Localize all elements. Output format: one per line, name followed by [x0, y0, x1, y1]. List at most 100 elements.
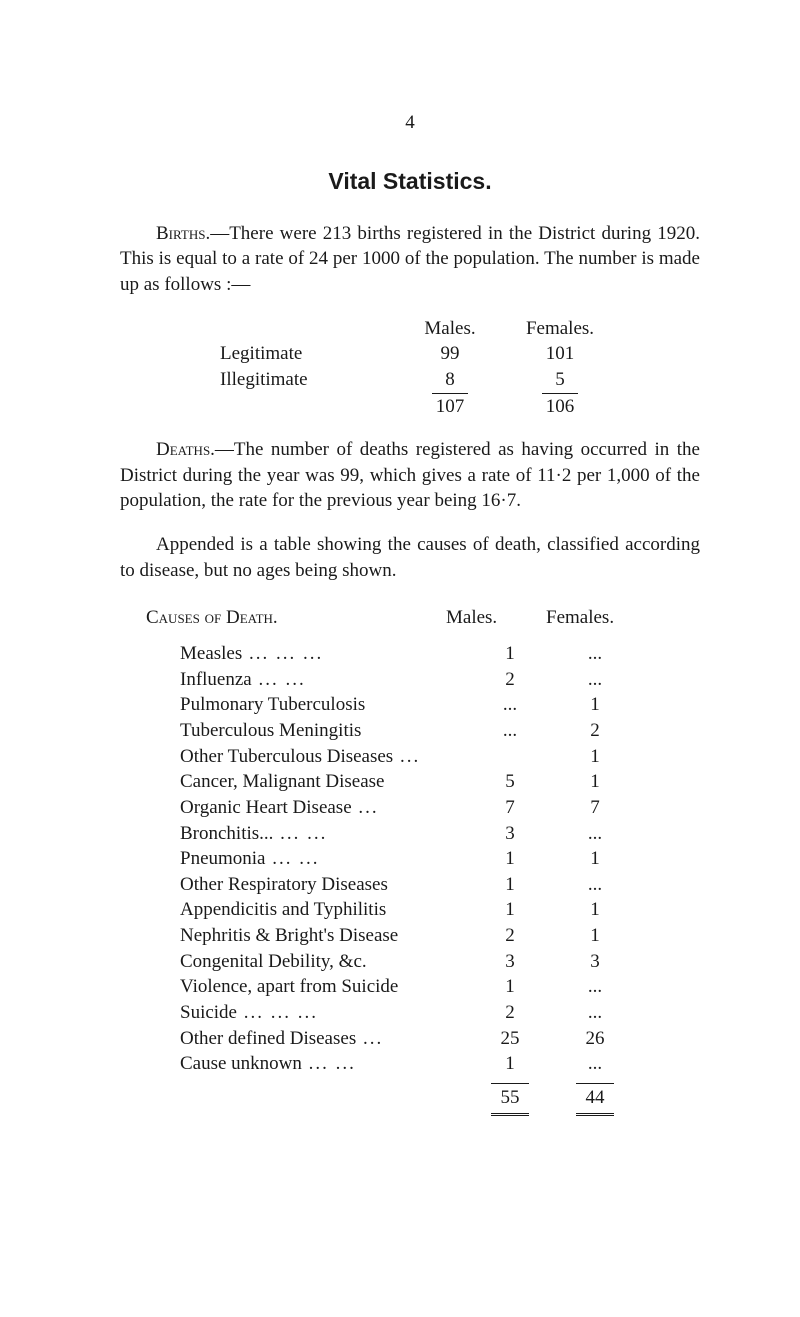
table-row: Cause unknown ... ... 1...: [180, 1051, 700, 1077]
cause-males: 1: [480, 897, 540, 923]
cause-males: 2: [480, 923, 540, 949]
lead-births: Births.: [156, 223, 210, 244]
row-females: 101: [500, 341, 620, 367]
leader-dots: ... ...: [266, 848, 320, 869]
cause-males: ...: [480, 718, 540, 744]
cause-females: 7: [540, 795, 650, 821]
cause-label: Pneumonia: [180, 848, 266, 869]
row-males: 99: [400, 341, 500, 367]
cause-males: 1: [480, 872, 540, 898]
cause-males: 2: [480, 667, 540, 693]
table-row: Pulmonary Tuberculosis...1: [180, 692, 700, 718]
table-row: Measles ... ... ... 1...: [180, 641, 700, 667]
table-row: Bronchitis... ... ... 3...: [180, 821, 700, 847]
cause-label: Suicide: [180, 1002, 237, 1023]
leader-dots: ...: [356, 1028, 383, 1049]
cause-females: ...: [540, 872, 650, 898]
causes-heading: Causes of Death.: [146, 605, 446, 631]
table-total-row: 107 106: [220, 394, 700, 420]
cause-label: Bronchitis...: [180, 823, 273, 844]
cause-females: 1: [540, 744, 650, 770]
page: 4 Vital Statistics. Births.—There were 2…: [0, 0, 800, 1317]
causes-heading-row: Causes of Death. Males. Females.: [146, 605, 700, 631]
cause-males: 25: [480, 1026, 540, 1052]
header-males: Males.: [400, 316, 500, 342]
cause-females: 1: [540, 897, 650, 923]
cause-label: Cancer, Malignant Disease: [180, 771, 384, 792]
cause-label: Violence, apart from Suicide: [180, 976, 398, 997]
cause-label: Measles: [180, 643, 242, 664]
para-appended-text: Appended is a table showing the causes o…: [120, 534, 700, 581]
cause-label: Appendicitis and Typhilitis: [180, 899, 386, 920]
table-row: Other defined Diseases ...2526: [180, 1026, 700, 1052]
cause-label: Cause unknown: [180, 1053, 302, 1074]
cause-males: 1: [480, 1051, 540, 1077]
table-row: Influenza ... ... 2...: [180, 667, 700, 693]
total-males: 107: [400, 394, 500, 420]
table-row: Other Tuberculous Diseases ... 1: [180, 744, 700, 770]
cause-females: 26: [540, 1026, 650, 1052]
table-row: Cancer, Malignant Disease 51: [180, 769, 700, 795]
cause-females: ...: [540, 821, 650, 847]
cause-males: 2: [480, 1000, 540, 1026]
cause-females: ...: [540, 1000, 650, 1026]
leader-dots: ...: [393, 746, 420, 767]
lead-deaths: Deaths.: [156, 439, 215, 460]
cause-label: Influenza: [180, 669, 252, 690]
causes-females-heading: Females.: [546, 605, 666, 631]
table-row: Nephritis & Bright's Disease 21: [180, 923, 700, 949]
cause-males: 1: [480, 974, 540, 1000]
table-header-row: Males. Females.: [220, 316, 700, 342]
cause-label: Nephritis & Bright's Disease: [180, 925, 398, 946]
table-row: Tuberculous Meningitis...2: [180, 718, 700, 744]
cause-females: ...: [540, 1051, 650, 1077]
paragraph-births: Births.—There were 213 births registered…: [120, 221, 700, 298]
total-blank: [220, 394, 400, 420]
leader-dots: ... ...: [273, 823, 327, 844]
cause-label: Tuberculous Meningitis: [180, 720, 361, 741]
cause-females: 1: [540, 769, 650, 795]
cause-females: 3: [540, 949, 650, 975]
header-females: Females.: [500, 316, 620, 342]
causes-males-heading: Males.: [446, 605, 546, 631]
table-row: Congenital Debility, &c. 33: [180, 949, 700, 975]
row-label: Legitimate: [220, 341, 400, 367]
cause-label: Organic Heart Disease: [180, 797, 352, 818]
leader-dots: ... ... ...: [242, 643, 323, 664]
table-total-row: 55 44: [180, 1083, 700, 1116]
cause-label: Other Tuberculous Diseases: [180, 746, 393, 767]
paragraph-deaths: Deaths.—The number of deaths registered …: [120, 437, 700, 514]
table-row: Other Respiratory Diseases 1...: [180, 872, 700, 898]
cause-males: 3: [480, 949, 540, 975]
total-males: 55: [480, 1083, 540, 1116]
row-females: 5: [500, 367, 620, 394]
table-row: Legitimate 99 101: [220, 341, 700, 367]
causes-table: Measles ... ... ...1... Influenza ... ..…: [180, 641, 700, 1116]
leader-dots: ... ... ...: [237, 1002, 318, 1023]
leader-dots: ...: [352, 797, 379, 818]
cause-females: 1: [540, 692, 650, 718]
cause-females: ...: [540, 974, 650, 1000]
row-label: Illegitimate: [220, 367, 400, 394]
cause-males: 5: [480, 769, 540, 795]
cause-label: Pulmonary Tuberculosis: [180, 694, 365, 715]
cause-label: Congenital Debility, &c.: [180, 951, 367, 972]
total-females: 106: [500, 394, 620, 420]
births-table: Males. Females. Legitimate 99 101 Illegi…: [220, 316, 700, 420]
cause-females: ...: [540, 667, 650, 693]
cause-males: 7: [480, 795, 540, 821]
cause-females: 1: [540, 846, 650, 872]
table-row: Suicide ... ... ... 2...: [180, 1000, 700, 1026]
cause-females: ...: [540, 641, 650, 667]
leader-dots: ... ...: [252, 669, 306, 690]
table-row: Pneumonia ... ...11: [180, 846, 700, 872]
table-row: Illegitimate 8 5: [220, 367, 700, 394]
leader-dots: ... ...: [302, 1053, 356, 1074]
cause-label: Other Respiratory Diseases: [180, 874, 388, 895]
page-number: 4: [120, 110, 700, 136]
cause-males: 3: [480, 821, 540, 847]
cause-females: 1: [540, 923, 650, 949]
table-row: Organic Heart Disease ... 77: [180, 795, 700, 821]
page-heading: Vital Statistics.: [120, 166, 700, 197]
cause-males: 1: [480, 641, 540, 667]
